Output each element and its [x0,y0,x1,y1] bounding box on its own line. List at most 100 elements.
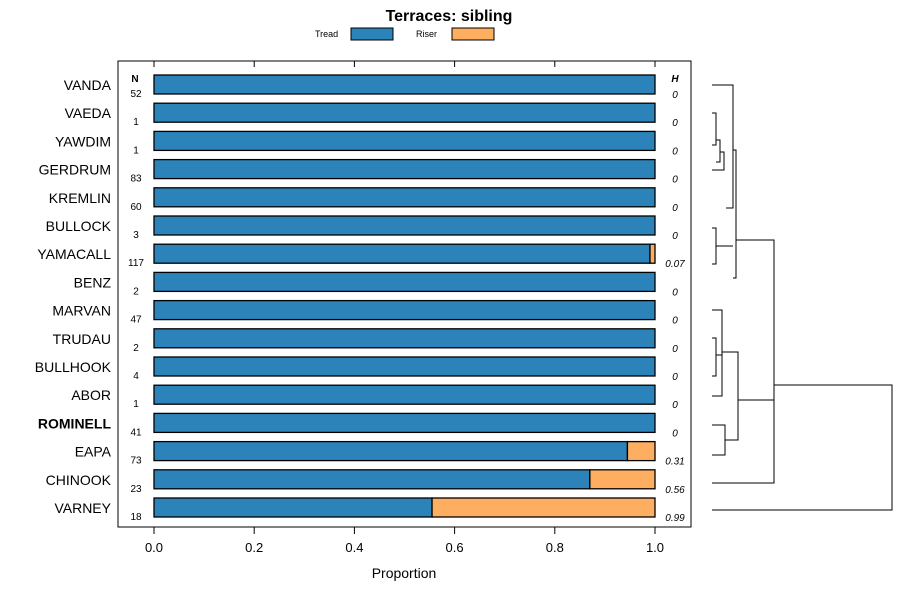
x-tick-label: 0.2 [245,540,263,555]
n-value: 4 [133,371,139,382]
h-value: 0 [672,231,678,242]
bar-tread-yawdim [153,130,656,152]
h-value: 0 [672,372,678,383]
bar-riser-varney [431,497,656,518]
n-value: 3 [133,230,139,241]
h-value: 0 [672,90,678,101]
bar-riser-eapa [626,440,656,462]
category-label: VARNEY [54,500,111,516]
top-axis-ticks [153,61,656,67]
h-value: 0.07 [665,259,685,270]
dendrogram-branch [712,112,717,146]
dendrogram-branch [733,149,737,279]
category-label: ABOR [71,387,111,403]
bar-tread-yamacall [153,243,651,264]
x-tick-label: 0.6 [446,540,464,555]
dendrogram-branch [712,84,734,209]
n-value: 41 [130,427,142,438]
n-value: 2 [133,343,139,354]
bar-tread-benz [153,271,656,293]
bar-tread-kremlin [153,187,656,208]
category-labels: VANDA VAEDA YAWDIM GERDRUM KREMLIN BULLOCK YAM… [35,77,112,516]
legend-swatch-riser [451,27,495,41]
h-value: 0.31 [665,457,684,468]
h-value: 0 [672,400,678,411]
legend-swatch-tread [350,27,394,41]
x-tick-label: 1.0 [646,540,664,555]
category-label: YAWDIM [55,133,111,149]
category-label: CHINOOK [46,472,112,488]
n-value: 2 [133,286,139,297]
bar-tread-marvan [153,299,656,321]
n-value: 60 [130,202,142,213]
n-column-header: N [131,74,138,85]
bar-tread-varney [153,497,433,518]
h-value: 0.99 [665,513,685,524]
bar-tread-eapa [153,440,629,462]
n-value: 47 [130,315,142,326]
n-value: 1 [133,117,139,128]
category-label: YAMACALL [37,246,111,262]
category-label: BENZ [74,274,112,290]
h-value: 0 [672,428,678,439]
legend: Tread Riser [315,27,495,41]
h-value: 0 [672,146,678,157]
bar-tread-vanda [153,74,656,95]
dendrogram [712,84,893,511]
bar-tread-chinook [153,469,591,490]
x-axis-title: Proportion [372,565,437,581]
bars-group [153,74,656,518]
category-label: BULLOCK [46,218,112,234]
n-value: 52 [130,89,142,100]
n-value: 1 [133,399,139,410]
dendrogram-branch [716,139,721,163]
category-label: VANDA [64,77,112,93]
h-value: 0 [672,118,678,129]
h-column: 0 0 0 0 0 0 0.07 0 0 0 0 0 0 0.31 0.56 0.99 [665,90,685,524]
n-value: 1 [133,145,139,156]
bar-riser-yamacall [649,243,656,264]
bar-tread-vaeda [153,102,656,123]
category-label: EAPA [75,444,112,460]
legend-label-tread: Tread [315,29,338,39]
legend-label-riser: Riser [416,29,437,39]
n-value: 23 [130,484,142,495]
h-value: 0 [672,287,678,298]
h-value: 0.56 [665,485,685,496]
n-value: 73 [130,456,142,467]
dendrogram-branch [712,309,723,397]
h-value: 0 [672,203,678,214]
category-label: VAEDA [65,105,112,121]
n-value: 18 [130,512,142,523]
dendrogram-branch [712,424,726,456]
dendrogram-branch [712,151,725,171]
category-label: TRUDAU [53,331,111,347]
category-label: KREMLIN [49,190,111,206]
dendrogram-branch [722,351,739,441]
bar-tread-abor [153,384,656,405]
dendrogram-branch [712,337,717,377]
bar-tread-rominell [153,412,656,434]
category-label: BULLHOOK [35,359,112,375]
h-value: 0 [672,175,678,186]
h-value: 0 [672,316,678,327]
chart-title: Terraces: sibling [386,8,513,25]
x-axis: 0.0 0.2 0.4 0.6 0.8 1.0 [145,527,664,555]
n-value: 83 [130,174,142,185]
dendrogram-branch [712,384,893,511]
plot-frame [117,60,692,528]
h-column-header: H [671,74,679,85]
n-value: 117 [128,258,144,269]
bar-tread-gerdrum [153,158,656,180]
x-tick-label: 0.0 [145,540,163,555]
dendrogram-branch [712,227,717,265]
category-label: GERDRUM [39,162,111,178]
x-tick-label: 0.8 [546,540,564,555]
category-label: MARVAN [52,303,111,319]
bar-riser-chinook [589,469,656,490]
bar-tread-bullhook [153,356,656,377]
bar-tread-trudau [153,328,656,349]
bar-tread-bullock [153,215,656,236]
